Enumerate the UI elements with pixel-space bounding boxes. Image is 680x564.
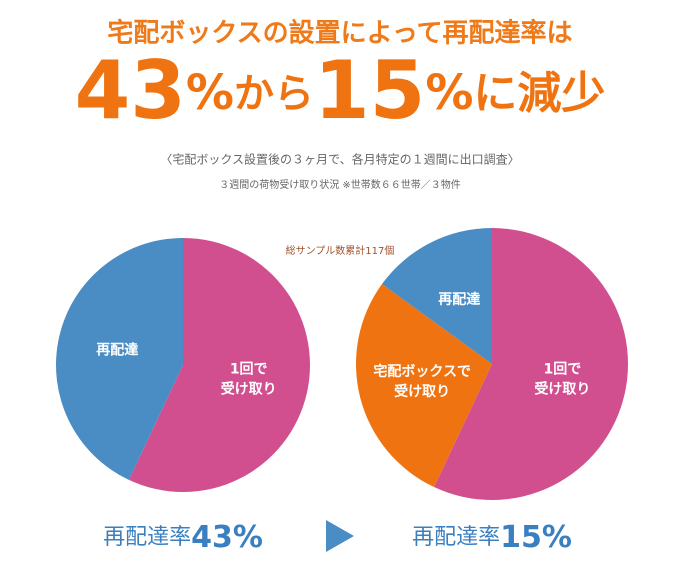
arrow [326,520,354,552]
slice-label-line: 宅配ボックスで [373,363,471,380]
slice-label-line: 1回で [543,362,581,378]
footer-value: 43% [191,520,263,555]
slice-label: 再配達 [438,291,480,308]
footer: 再配達率43% [103,520,263,555]
slice-label-line: 受け取り [394,383,450,400]
slice-label-line: 再配達 [438,291,480,308]
footer-label: 再配達率 [412,525,500,550]
pie-slice [356,284,492,488]
pie-slice [56,238,183,480]
headline-text: に減少 [473,68,605,119]
pie-slice [128,238,310,492]
pie-slice [434,228,629,500]
sample-note: 総サンプル数累計117個 [286,244,395,257]
note: 〈宅配ボックス設置後の３ヶ月で、各月特定の１週間に出口調査〉 [160,152,519,167]
slice-label: 宅配ボックスで受け取り [373,363,471,400]
headline-number: 43 [75,44,186,137]
slice-label: 1回で受け取り [221,362,277,398]
title: 宅配ボックスの設置によって再配達率は [107,18,572,49]
slice-label-line: 再配達 [96,341,138,358]
slice-label-line: 受け取り [534,381,590,398]
slice-label: 1回で受け取り [534,362,590,398]
note: ３週間の荷物受け取り状況 ※世帯数６６世帯／３物件 [219,178,461,191]
slice-label: 再配達 [96,341,138,358]
footer-label: 再配達率 [103,525,191,550]
slice-label-line: 受け取り [221,381,277,398]
headline: 43%から15%に減少 [75,44,606,137]
headline-unit: % [186,65,234,121]
footer-value: 15% [500,520,572,555]
slice-label-line: 1回で [230,362,268,378]
pie-slice [381,228,492,364]
headline-text: から [234,71,314,117]
headline-unit: % [425,65,473,121]
headline-number: 15 [314,44,425,137]
footer: 再配達率15% [412,520,572,555]
